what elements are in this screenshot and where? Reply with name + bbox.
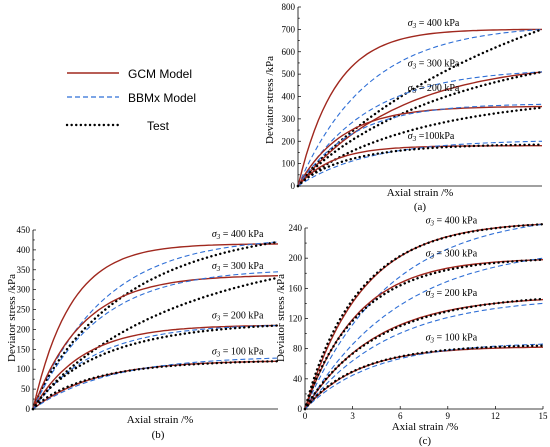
panel-a-annotation-1: σ3 = 300 kPa [408, 58, 460, 70]
panel-b-ytick-label: 0 [26, 404, 31, 414]
panel-c-xlabel: Axial strain /% [392, 421, 459, 433]
chart-panel-a: Deviator stress /kPa Axial strain /% (a)… [264, 2, 544, 213]
panel-b-gcm-curve-3 [32, 275, 279, 410]
panel-c-test-curve-2 [303, 222, 545, 411]
panel-b-annotation-2: σ3 = 200 kPa [212, 310, 264, 322]
panel-c-xtick-label: 12 [491, 411, 500, 421]
panel-c-annotation-2: σ3 = 200 kPa [426, 288, 478, 300]
panel-b-bbmx-curve-10 [32, 357, 279, 410]
panel-c-ytick-label: 40 [293, 374, 303, 384]
panel-b-ytick-label: 100 [17, 364, 31, 374]
panel-a-annotation-0: σ3 = 400 kPa [408, 18, 460, 30]
panel-c-annotation-0: σ3 = 400 kPa [426, 215, 478, 227]
panel-b-label: (b) [152, 429, 165, 441]
panel-c-test-curve-8 [303, 297, 545, 411]
panel-c-ytick-label: 200 [289, 253, 303, 263]
panel-b-ytick-label: 150 [17, 344, 31, 354]
panel-c-bbmx-curve-7 [304, 302, 544, 410]
chart-panel-b: Deviator stress /kPa Axial strain /% (b)… [6, 225, 280, 441]
panel-c-ytick-label: 120 [289, 314, 303, 324]
panel-a-bbmx-curve-10 [297, 140, 542, 187]
panel-a-gcm-curve-3 [297, 71, 543, 187]
chart-panel-c: Deviator stress /kPa Axial strain /% (c)… [275, 215, 548, 447]
panel-c-test-curve-11 [303, 344, 545, 411]
panel-c-annotation-3: σ3 = 100 kPa [426, 332, 478, 344]
panel-a-gcm-curve-6 [297, 105, 542, 187]
panel-b-annotation-3: σ3 = 100 kPa [212, 347, 264, 359]
panel-a-test-curve-11 [296, 143, 544, 188]
panel-a-annotation-3: σ3 =100kPa [408, 131, 455, 143]
panel-c-gcm-curve-9 [304, 346, 543, 410]
legend-gcm-label: GCM Model [128, 67, 192, 81]
panel-b-gcm-curve-6 [32, 324, 278, 410]
panel-b-annotation-0: σ3 = 400 kPa [212, 229, 264, 241]
panel-b-ylabel: Deviator stress /kPa [6, 274, 18, 362]
panel-b-ytick-label: 200 [17, 324, 31, 334]
legend-bbmx-label: BBMx Model [128, 91, 196, 105]
panel-c-bbmx-curve-10 [304, 343, 544, 410]
panel-b-ytick-label: 350 [17, 265, 31, 275]
legend-test-label: Test [147, 119, 170, 133]
legend: GCM Model BBMx Model Test [65, 67, 196, 133]
panel-a-test-curve-5 [296, 70, 544, 188]
panel-c-xtick-label: 15 [539, 411, 549, 421]
panel-c-ytick-label: 80 [293, 344, 303, 354]
panel-b-ytick-label: 300 [17, 285, 31, 295]
panel-c-ytick-label: 240 [289, 223, 303, 233]
panel-a-gcm-curve-0 [297, 28, 542, 187]
panel-b-annotation-1: σ3 = 300 kPa [212, 261, 264, 273]
panel-b-bbmx-curve-4 [32, 271, 279, 410]
panel-c-test-curve-5 [303, 258, 545, 411]
panel-b-test-curve-2 [31, 240, 280, 411]
panel-c-bbmx-curve-4 [304, 257, 544, 410]
panel-c-xtick-label: 6 [398, 411, 403, 421]
panel-a-label: (a) [414, 201, 427, 213]
panel-b-test-curve-5 [31, 276, 280, 411]
panel-c-ytick-label: 160 [289, 283, 303, 293]
panel-a-ytick-label: 0 [291, 181, 296, 191]
panel-a-ytick-label: 600 [282, 47, 296, 57]
panel-b-bbmx-curve-7 [32, 324, 279, 410]
panel-c-ylabel: Deviator stress /kPa [275, 274, 287, 362]
panel-a-ytick-label: 700 [282, 24, 296, 34]
panel-b-ytick-label: 400 [17, 245, 31, 255]
panel-b-ytick-label: 50 [21, 384, 31, 394]
panel-b-xlabel: Axial strain /% [127, 414, 194, 426]
panel-a-ytick-label: 200 [282, 136, 296, 146]
panel-a-bbmx-curve-7 [297, 103, 543, 187]
panel-a-ytick-label: 500 [282, 69, 296, 79]
panel-b-ytick-label: 450 [17, 225, 31, 235]
panel-c-annotation-1: σ3 = 300 kPa [426, 249, 478, 261]
panel-a-ytick-label: 100 [282, 159, 296, 169]
panel-c-xtick-label: 3 [350, 411, 355, 421]
panel-a-ytick-label: 300 [282, 114, 296, 124]
panel-a-ytick-label: 400 [282, 92, 296, 102]
panel-b-gcm-curve-0 [32, 243, 279, 410]
panel-c-bbmx-curve-1 [304, 223, 544, 410]
panel-a-bbmx-curve-1 [297, 28, 543, 187]
panel-c-gcm-curve-6 [304, 298, 544, 410]
panel-c-xtick-label: 9 [446, 411, 451, 421]
panel-b-bbmx-curve-1 [32, 241, 279, 410]
panel-a-ytick-label: 800 [282, 2, 296, 12]
panel-a-ylabel: Deviator stress /kPa [264, 56, 276, 144]
panel-a-bbmx-curve-4 [297, 71, 543, 187]
panel-c-label: (c) [419, 435, 432, 447]
panel-c-xtick-label: 0 [303, 411, 308, 421]
panel-c-ytick-label: 0 [298, 404, 303, 414]
panel-a-annotation-2: σ3 = 200 kPa [408, 83, 460, 95]
panel-a-xlabel: Axial strain /% [387, 187, 454, 199]
panel-b-ytick-label: 250 [17, 305, 31, 315]
